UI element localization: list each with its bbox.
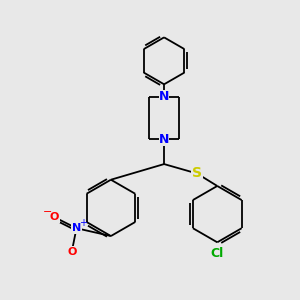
Text: N: N [159,90,169,103]
Text: O: O [67,247,76,257]
Text: S: S [192,167,202,181]
Text: Cl: Cl [211,247,224,260]
Text: O: O [50,212,59,222]
Text: −: − [43,207,52,217]
Text: +: + [80,218,87,228]
Text: N: N [159,133,169,146]
Text: N: N [72,223,81,233]
